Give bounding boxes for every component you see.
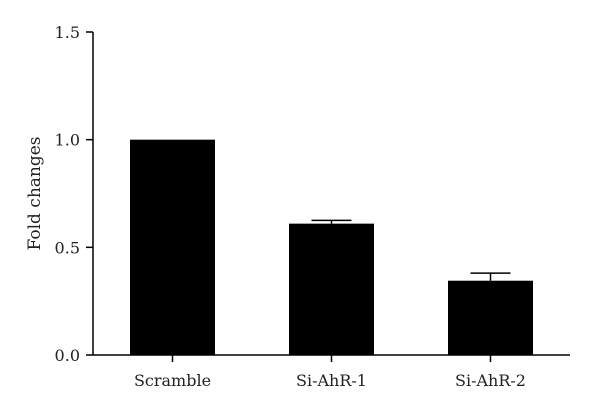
y-tick-label: 0.5 (55, 238, 80, 257)
y-tick-label: 0.0 (55, 346, 80, 365)
x-tick-label: Si-AhR-2 (455, 371, 526, 390)
bar-scramble (130, 139, 215, 355)
y-axis: 0.0 0.5 1.0 1.5 (55, 23, 94, 365)
bars (130, 139, 533, 355)
y-tick-label: 1.0 (55, 131, 80, 150)
bar-si-ahr-2 (448, 280, 533, 355)
y-tick-label: 1.5 (55, 23, 80, 42)
x-axis: Scramble Si-AhR-1 Si-AhR-2 (93, 354, 570, 390)
bar-si-ahr-1 (289, 223, 374, 355)
y-axis-title: Fold changes (25, 136, 45, 250)
x-tick-label: Si-AhR-1 (296, 371, 367, 390)
x-tick-label: Scramble (134, 371, 211, 390)
